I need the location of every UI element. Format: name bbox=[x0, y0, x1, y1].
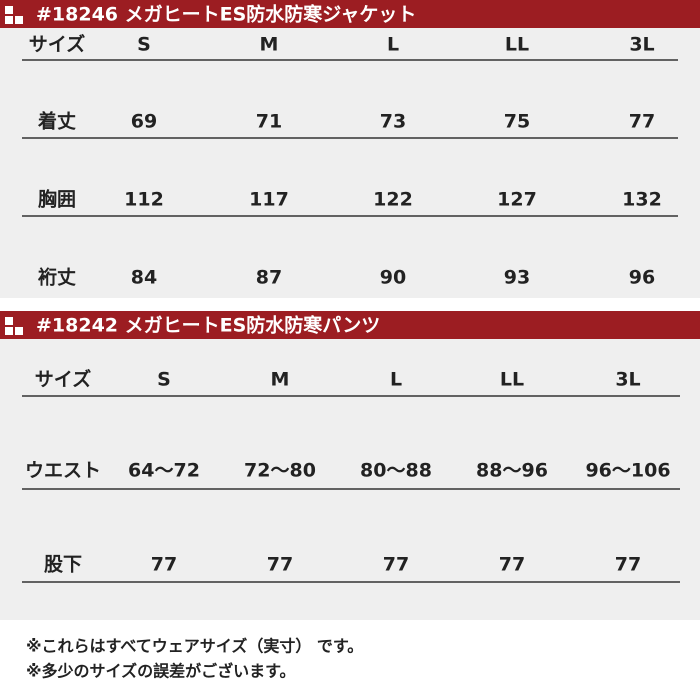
cell: 71 bbox=[256, 111, 282, 133]
cell: 72〜80 bbox=[244, 460, 316, 482]
table-background bbox=[0, 28, 700, 298]
note: ※多少のサイズの誤差がございます。 bbox=[26, 662, 295, 681]
row-label: ウエスト bbox=[25, 460, 101, 482]
cell: 132 bbox=[622, 189, 662, 211]
cell: 112 bbox=[124, 189, 164, 211]
cell: 77 bbox=[615, 554, 641, 576]
header-cell: L bbox=[387, 34, 399, 56]
header-cell: サイズ bbox=[35, 368, 91, 391]
note: ※これらはすべてウェアサイズ（実寸） です。 bbox=[26, 637, 363, 656]
header-cell: S bbox=[157, 369, 171, 391]
table-background bbox=[0, 339, 700, 620]
cell: 69 bbox=[131, 111, 157, 133]
cell: 64〜72 bbox=[128, 460, 200, 482]
table-title: #18242 メガヒートES防水防寒パンツ bbox=[36, 314, 380, 337]
header-cell: M bbox=[271, 369, 290, 391]
row-label: 胸囲 bbox=[38, 188, 76, 211]
header-cell: S bbox=[137, 34, 151, 56]
cell: 73 bbox=[380, 111, 406, 133]
icon bbox=[15, 16, 23, 24]
cell: 77 bbox=[151, 554, 177, 576]
header-cell: L bbox=[390, 369, 402, 391]
cell: 90 bbox=[380, 267, 406, 289]
header-cell: 3L bbox=[615, 369, 640, 391]
cell: 75 bbox=[504, 111, 530, 133]
header-cell: 3L bbox=[629, 34, 654, 56]
icon bbox=[5, 6, 13, 14]
header-cell: サイズ bbox=[29, 33, 85, 56]
cell: 77 bbox=[629, 111, 655, 133]
cell: 77 bbox=[383, 554, 409, 576]
cell: 96 bbox=[629, 267, 655, 289]
row-label: 股下 bbox=[44, 554, 82, 576]
cell: 87 bbox=[256, 267, 282, 289]
cell: 77 bbox=[267, 554, 293, 576]
cell: 96〜106 bbox=[585, 460, 670, 482]
row-label: 着丈 bbox=[38, 110, 76, 133]
icon bbox=[15, 327, 23, 335]
title-bar bbox=[0, 0, 700, 28]
icon bbox=[5, 317, 13, 325]
header-cell: LL bbox=[500, 369, 524, 391]
row-label: 裄丈 bbox=[37, 266, 76, 289]
cell: 80〜88 bbox=[360, 460, 432, 482]
cell: 127 bbox=[497, 189, 537, 211]
cell: 84 bbox=[131, 267, 157, 289]
cell: 88〜96 bbox=[476, 460, 548, 482]
cell: 93 bbox=[504, 267, 530, 289]
cell: 77 bbox=[499, 554, 525, 576]
table-title: #18246 メガヒートES防水防寒ジャケット bbox=[36, 3, 416, 26]
header-cell: LL bbox=[505, 34, 529, 56]
header-cell: M bbox=[260, 34, 279, 56]
title-bar bbox=[0, 311, 700, 339]
icon bbox=[5, 327, 13, 335]
cell: 122 bbox=[373, 189, 413, 211]
icon bbox=[5, 16, 13, 24]
cell: 117 bbox=[249, 189, 289, 211]
